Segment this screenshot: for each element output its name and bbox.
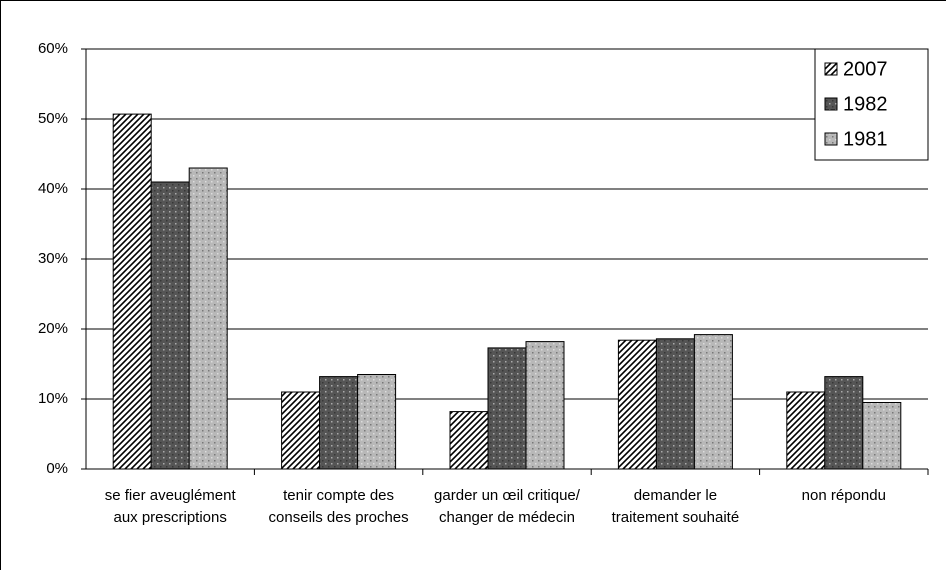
y-tick-label: 50%	[38, 110, 68, 127]
bar	[617, 339, 657, 470]
x-tick-label: tenir compte des conseils des proches	[268, 487, 409, 526]
x-tick-label: demander le traitement souhaité	[611, 487, 740, 526]
bar	[112, 113, 152, 470]
legend-label: 1982	[843, 93, 888, 115]
x-tick-label: garder un œil critique/ changer de médec…	[434, 487, 580, 526]
y-tick-label: 20%	[38, 320, 68, 337]
bar	[281, 391, 321, 470]
y-tick-label: 60%	[38, 40, 68, 57]
bar	[319, 376, 359, 470]
y-tick-label: 10%	[38, 390, 68, 407]
x-tick-label: se fier aveuglément aux prescriptions	[104, 487, 236, 526]
bar	[655, 338, 695, 470]
bar	[525, 341, 565, 470]
legend-label: 2007	[843, 58, 888, 80]
bar	[824, 376, 864, 470]
bar	[150, 181, 190, 470]
legend-swatch	[824, 97, 838, 111]
legend-swatch	[824, 132, 838, 146]
bar	[862, 402, 902, 470]
x-tick-label: non répondu	[801, 487, 886, 504]
bar	[188, 167, 228, 470]
legend-swatch	[824, 62, 838, 76]
bar	[693, 334, 733, 470]
y-tick-label: 40%	[38, 180, 68, 197]
bar	[357, 374, 397, 470]
y-tick-label: 0%	[46, 460, 68, 477]
bar	[449, 411, 489, 470]
y-tick-label: 30%	[38, 250, 68, 267]
bar	[487, 347, 527, 470]
legend-label: 1981	[843, 128, 888, 150]
bar	[786, 391, 826, 470]
